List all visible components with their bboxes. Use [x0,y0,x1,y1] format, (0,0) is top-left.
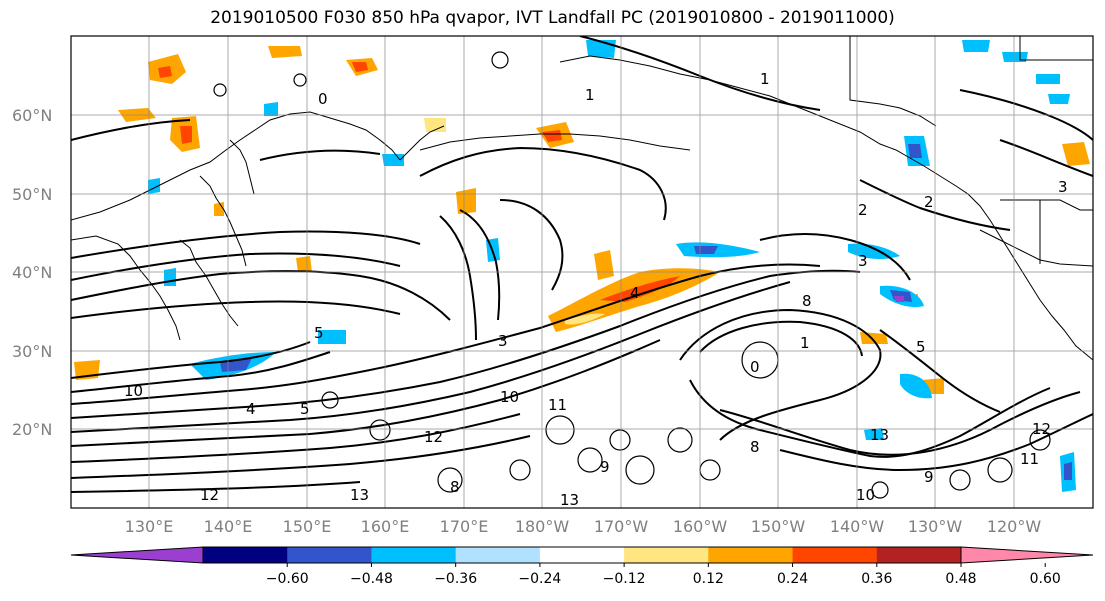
colorbar-tick-label: −0.12 [603,571,646,587]
contour-label: 2 [924,193,934,211]
gridlines [71,36,1093,508]
contour-label: 12 [1032,420,1051,438]
contour-label: 5 [916,338,926,356]
contour-label: 12 [424,428,443,446]
lon-label: 130°E [125,517,174,536]
contour-label: 3 [498,332,508,350]
contour-label: 3 [858,252,868,270]
contour-label: 1 [760,70,770,88]
lat-label-20n: 20°N [12,420,52,439]
contour-label: 4 [246,400,256,418]
contour-label: 5 [300,400,310,418]
colorbar-segment [792,547,878,563]
contour-label: 13 [350,486,369,504]
contour-label: 11 [1020,450,1039,468]
contour-label: 1 [585,86,595,104]
colorbar-tick-label: 0.60 [1030,571,1061,587]
plot-frame [70,35,1094,509]
lon-label: 150°W [751,517,806,536]
lon-label: 130°W [908,517,963,536]
map-title: 2019010500 F030 850 hPa qvapor, IVT Land… [210,8,895,28]
lon-label: 120°W [987,517,1042,536]
longitude-labels: 130°E 140°E 150°E 160°E 170°E 180°W 170°… [125,517,1042,536]
colorbar-segment [371,547,457,563]
lat-label-60n: 60°N [12,106,52,125]
contour-label: 2 [858,201,868,219]
colorbar-segment [876,547,962,563]
colorbar-tick-label: −0.48 [350,571,393,587]
contour-label: 10 [856,486,875,504]
lon-label: 170°W [594,517,649,536]
colorbar-segment [539,547,625,563]
contour-label: 8 [450,478,460,496]
contour-label: 9 [600,458,610,476]
contour-label: 0 [750,358,760,376]
colorbar-segment [624,547,709,563]
contour-label: 5 [314,324,324,342]
colorbar-tick-label: 0.48 [945,571,976,587]
map-layers: 1 0 1 2 2 3 3 4 5 3 10 4 5 12 13 12 11 1… [71,36,1093,509]
colorbar-extend-high [960,546,1094,564]
lon-label: 160°W [673,517,728,536]
latitude-labels: 60°N 50°N 40°N 30°N 20°N [12,106,52,439]
colorbar: −0.60 −0.48 −0.36 −0.24 −0.12 0.12 0.24 0.36 0.4… [70,546,1094,587]
colorbar-tick-label: 0.12 [693,571,724,587]
colorbar-tick-label: 0.24 [777,571,808,587]
lon-label: 140°W [830,517,885,536]
contour-label: 3 [1058,178,1068,196]
colorbar-segment [455,547,541,563]
colorbar-segment [203,547,288,563]
lon-label: 140°E [204,517,253,536]
colorbar-tick-label: 0.36 [861,571,892,587]
contour-label: 8 [750,438,760,456]
lat-label-40n: 40°N [12,263,52,282]
contour-label: 11 [548,396,567,414]
colorbar-tick-label: −0.24 [518,571,561,587]
ivt-contours [71,36,1093,493]
contour-label: 4 [630,284,640,302]
contour-label: 9 [924,468,934,486]
contour-label: 10 [124,382,143,400]
lon-label: 150°E [283,517,332,536]
contour-label: 8 [802,292,812,310]
lon-label: 170°E [440,517,489,536]
lon-label: 180°W [515,517,570,536]
lon-label: 160°E [361,517,410,536]
colorbar-extend-low [70,546,204,564]
contour-label: 13 [560,491,579,509]
contour-label: 12 [200,486,219,504]
contour-label: 10 [500,388,519,406]
lat-label-50n: 50°N [12,185,52,204]
colorbar-tick-label: −0.60 [266,571,309,587]
contour-labels: 1 0 1 2 2 3 3 4 5 3 10 4 5 12 13 12 11 1… [124,70,1068,509]
colorbar-segment [287,547,372,563]
qvapor-shading [74,40,1090,492]
contour-label: 1 [800,334,810,352]
contour-label: 13 [870,426,889,444]
colorbar-border [202,546,962,564]
colorbar-tick-label: −0.36 [434,571,477,587]
contour-label: 0 [318,90,328,108]
lat-label-30n: 30°N [12,342,52,361]
minor-contours [213,51,1051,499]
colorbar-segment [708,547,794,563]
